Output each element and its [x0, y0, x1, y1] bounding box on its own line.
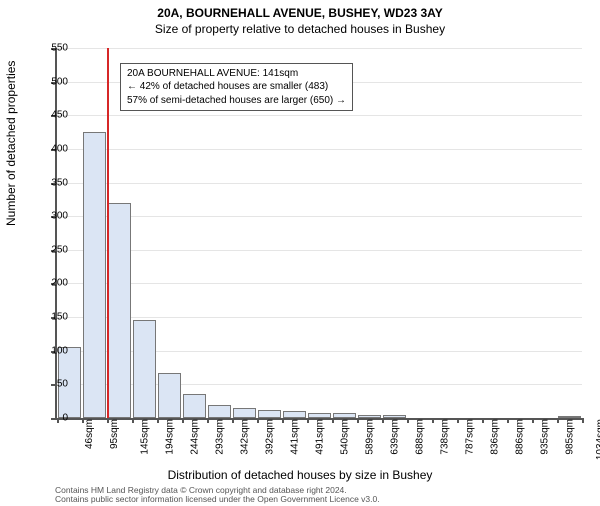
- x-tick-label: 145sqm: [140, 419, 151, 455]
- property-size-marker: [107, 48, 109, 418]
- x-tick-label: 392sqm: [265, 419, 276, 455]
- histogram-bar: [383, 415, 406, 418]
- x-tick-label: 688sqm: [415, 419, 426, 455]
- x-tick-label: 293sqm: [215, 419, 226, 455]
- y-tick-label: 400: [38, 143, 68, 154]
- chart-title-main: 20A, BOURNEHALL AVENUE, BUSHEY, WD23 3AY: [0, 6, 600, 20]
- y-tick-label: 0: [38, 413, 68, 424]
- histogram-bar: [558, 416, 581, 418]
- chart-plot-area: 46sqm95sqm145sqm194sqm244sqm293sqm342sqm…: [55, 48, 582, 420]
- x-tick: [257, 418, 259, 423]
- x-tick-label: 46sqm: [84, 419, 95, 449]
- histogram-bar: [158, 373, 181, 418]
- x-tick-label: 194sqm: [165, 419, 176, 455]
- gridline: [57, 115, 582, 116]
- x-tick: [557, 418, 559, 423]
- x-tick: [207, 418, 209, 423]
- x-tick: [307, 418, 309, 423]
- histogram-bar: [108, 203, 131, 418]
- x-tick: [107, 418, 109, 423]
- x-tick: [507, 418, 509, 423]
- y-tick-label: 250: [38, 244, 68, 255]
- x-tick: [432, 418, 434, 423]
- histogram-bar: [83, 132, 106, 418]
- x-tick-label: 342sqm: [240, 419, 251, 455]
- histogram-bar: [283, 411, 306, 418]
- x-tick: [407, 418, 409, 423]
- footer-line-2: Contains public sector information licen…: [55, 495, 380, 504]
- x-tick-label: 95sqm: [109, 419, 120, 449]
- y-tick-label: 300: [38, 211, 68, 222]
- info-box-line: ← 42% of detached houses are smaller (48…: [127, 80, 346, 94]
- x-tick-label: 441sqm: [290, 419, 301, 455]
- x-tick-label: 836sqm: [490, 419, 501, 455]
- x-tick: [357, 418, 359, 423]
- y-tick-label: 50: [38, 379, 68, 390]
- x-tick: [332, 418, 334, 423]
- x-tick-label: 985sqm: [565, 419, 576, 455]
- footer-attribution: Contains HM Land Registry data © Crown c…: [55, 486, 380, 505]
- x-tick-label: 935sqm: [540, 419, 551, 455]
- y-tick-label: 100: [38, 345, 68, 356]
- gridline: [57, 317, 582, 318]
- x-tick: [232, 418, 234, 423]
- x-tick-label: 540sqm: [340, 419, 351, 455]
- histogram-bar: [308, 413, 331, 418]
- y-tick-label: 450: [38, 110, 68, 121]
- gridline: [57, 149, 582, 150]
- x-tick-label: 491sqm: [315, 419, 326, 455]
- y-axis-title: Number of detached properties: [4, 61, 18, 226]
- x-tick-label: 1034sqm: [595, 419, 600, 460]
- histogram-bar: [358, 415, 381, 418]
- histogram-bar: [258, 410, 281, 418]
- x-tick: [482, 418, 484, 423]
- histogram-bar: [183, 394, 206, 418]
- chart-title-sub: Size of property relative to detached ho…: [0, 22, 600, 36]
- x-tick-label: 886sqm: [515, 419, 526, 455]
- y-tick-label: 550: [38, 43, 68, 54]
- info-box: 20A BOURNEHALL AVENUE: 141sqm← 42% of de…: [120, 63, 353, 112]
- y-tick-label: 350: [38, 177, 68, 188]
- x-tick-label: 589sqm: [365, 419, 376, 455]
- gridline: [57, 250, 582, 251]
- gridline: [57, 183, 582, 184]
- y-tick-label: 500: [38, 76, 68, 87]
- histogram-bar: [333, 413, 356, 418]
- gridline: [57, 283, 582, 284]
- x-tick: [182, 418, 184, 423]
- x-tick: [457, 418, 459, 423]
- info-box-line: 20A BOURNEHALL AVENUE: 141sqm: [127, 67, 346, 81]
- y-tick-label: 150: [38, 312, 68, 323]
- gridline: [57, 216, 582, 217]
- x-tick-label: 738sqm: [440, 419, 451, 455]
- info-box-line: 57% of semi-detached houses are larger (…: [127, 94, 346, 108]
- x-tick: [132, 418, 134, 423]
- x-tick-label: 787sqm: [465, 419, 476, 455]
- y-tick-label: 200: [38, 278, 68, 289]
- x-tick: [282, 418, 284, 423]
- x-tick: [157, 418, 159, 423]
- x-axis-title: Distribution of detached houses by size …: [0, 468, 600, 482]
- histogram-bar: [233, 408, 256, 418]
- histogram-bar: [208, 405, 231, 418]
- x-tick-label: 639sqm: [390, 419, 401, 455]
- x-tick-label: 244sqm: [190, 419, 201, 455]
- x-tick: [82, 418, 84, 423]
- x-tick: [582, 418, 584, 423]
- x-tick: [532, 418, 534, 423]
- histogram-bar: [133, 320, 156, 418]
- x-tick: [382, 418, 384, 423]
- gridline: [57, 48, 582, 49]
